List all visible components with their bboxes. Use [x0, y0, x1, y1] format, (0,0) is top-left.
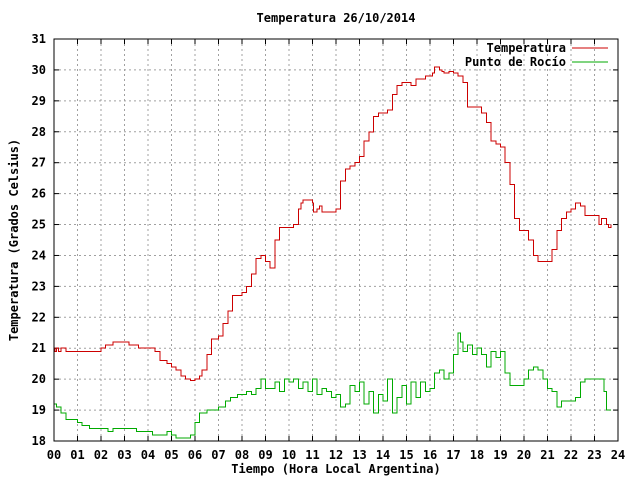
y-tick-label: 27 — [32, 156, 46, 170]
x-tick-label: 13 — [352, 448, 366, 462]
y-tick-label: 25 — [32, 218, 46, 232]
y-tick-label: 19 — [32, 403, 46, 417]
dew-point-line — [54, 332, 611, 439]
x-tick-label: 20 — [517, 448, 531, 462]
x-tick-label: 02 — [94, 448, 108, 462]
x-tick-label: 00 — [47, 448, 61, 462]
y-tick-label: 20 — [32, 372, 46, 386]
y-tick-label: 21 — [32, 341, 46, 355]
x-tick-label: 10 — [282, 448, 296, 462]
y-tick-label: 22 — [32, 310, 46, 324]
grid-lines — [54, 39, 618, 441]
x-axis-label: Tiempo (Hora Local Argentina) — [231, 462, 441, 476]
x-tick-label: 11 — [305, 448, 319, 462]
y-tick-labels: 18 19 20 21 22 23 24 25 26 27 28 29 30 31 — [32, 32, 46, 448]
x-tick-label: 16 — [423, 448, 437, 462]
legend-label: Temperatura — [487, 41, 566, 55]
x-tick-label: 21 — [540, 448, 554, 462]
y-tick-label: 30 — [32, 63, 46, 77]
x-tick-label: 08 — [235, 448, 249, 462]
x-tick-label: 22 — [564, 448, 578, 462]
x-tick-label: 19 — [493, 448, 507, 462]
y-tick-label: 28 — [32, 125, 46, 139]
x-tick-label: 12 — [329, 448, 343, 462]
x-tick-label: 23 — [587, 448, 601, 462]
x-tick-label: 03 — [117, 448, 131, 462]
x-tick-label: 14 — [376, 448, 390, 462]
y-tick-label: 24 — [32, 248, 46, 262]
legend-label: Punto de Rocío — [465, 55, 566, 69]
y-tick-label: 29 — [32, 94, 46, 108]
x-tick-label: 04 — [141, 448, 155, 462]
y-tick-label: 18 — [32, 434, 46, 448]
y-tick-label: 23 — [32, 279, 46, 293]
y-tick-label: 31 — [32, 32, 46, 46]
y-axis-label: Temperatura (Grados Celsius) — [7, 139, 21, 341]
x-tick-label: 01 — [70, 448, 84, 462]
x-tick-label: 06 — [188, 448, 202, 462]
chart-title: Temperatura 26/10/2014 — [257, 11, 416, 25]
x-tick-label: 18 — [470, 448, 484, 462]
y-tick-label: 26 — [32, 187, 46, 201]
x-tick-label: 09 — [258, 448, 272, 462]
plot-frame — [53, 38, 619, 442]
x-tick-label: 07 — [211, 448, 225, 462]
series-lines — [54, 66, 612, 439]
x-tick-label: 17 — [446, 448, 460, 462]
temperature-line — [54, 66, 612, 382]
x-tick-label: 05 — [164, 448, 178, 462]
x-tick-labels: 00 01 02 03 04 05 06 07 08 09 10 11 12 13 14 15 16 17 18 19… — [47, 448, 625, 462]
x-tick-label: 15 — [399, 448, 413, 462]
x-tick-label: 24 — [611, 448, 625, 462]
